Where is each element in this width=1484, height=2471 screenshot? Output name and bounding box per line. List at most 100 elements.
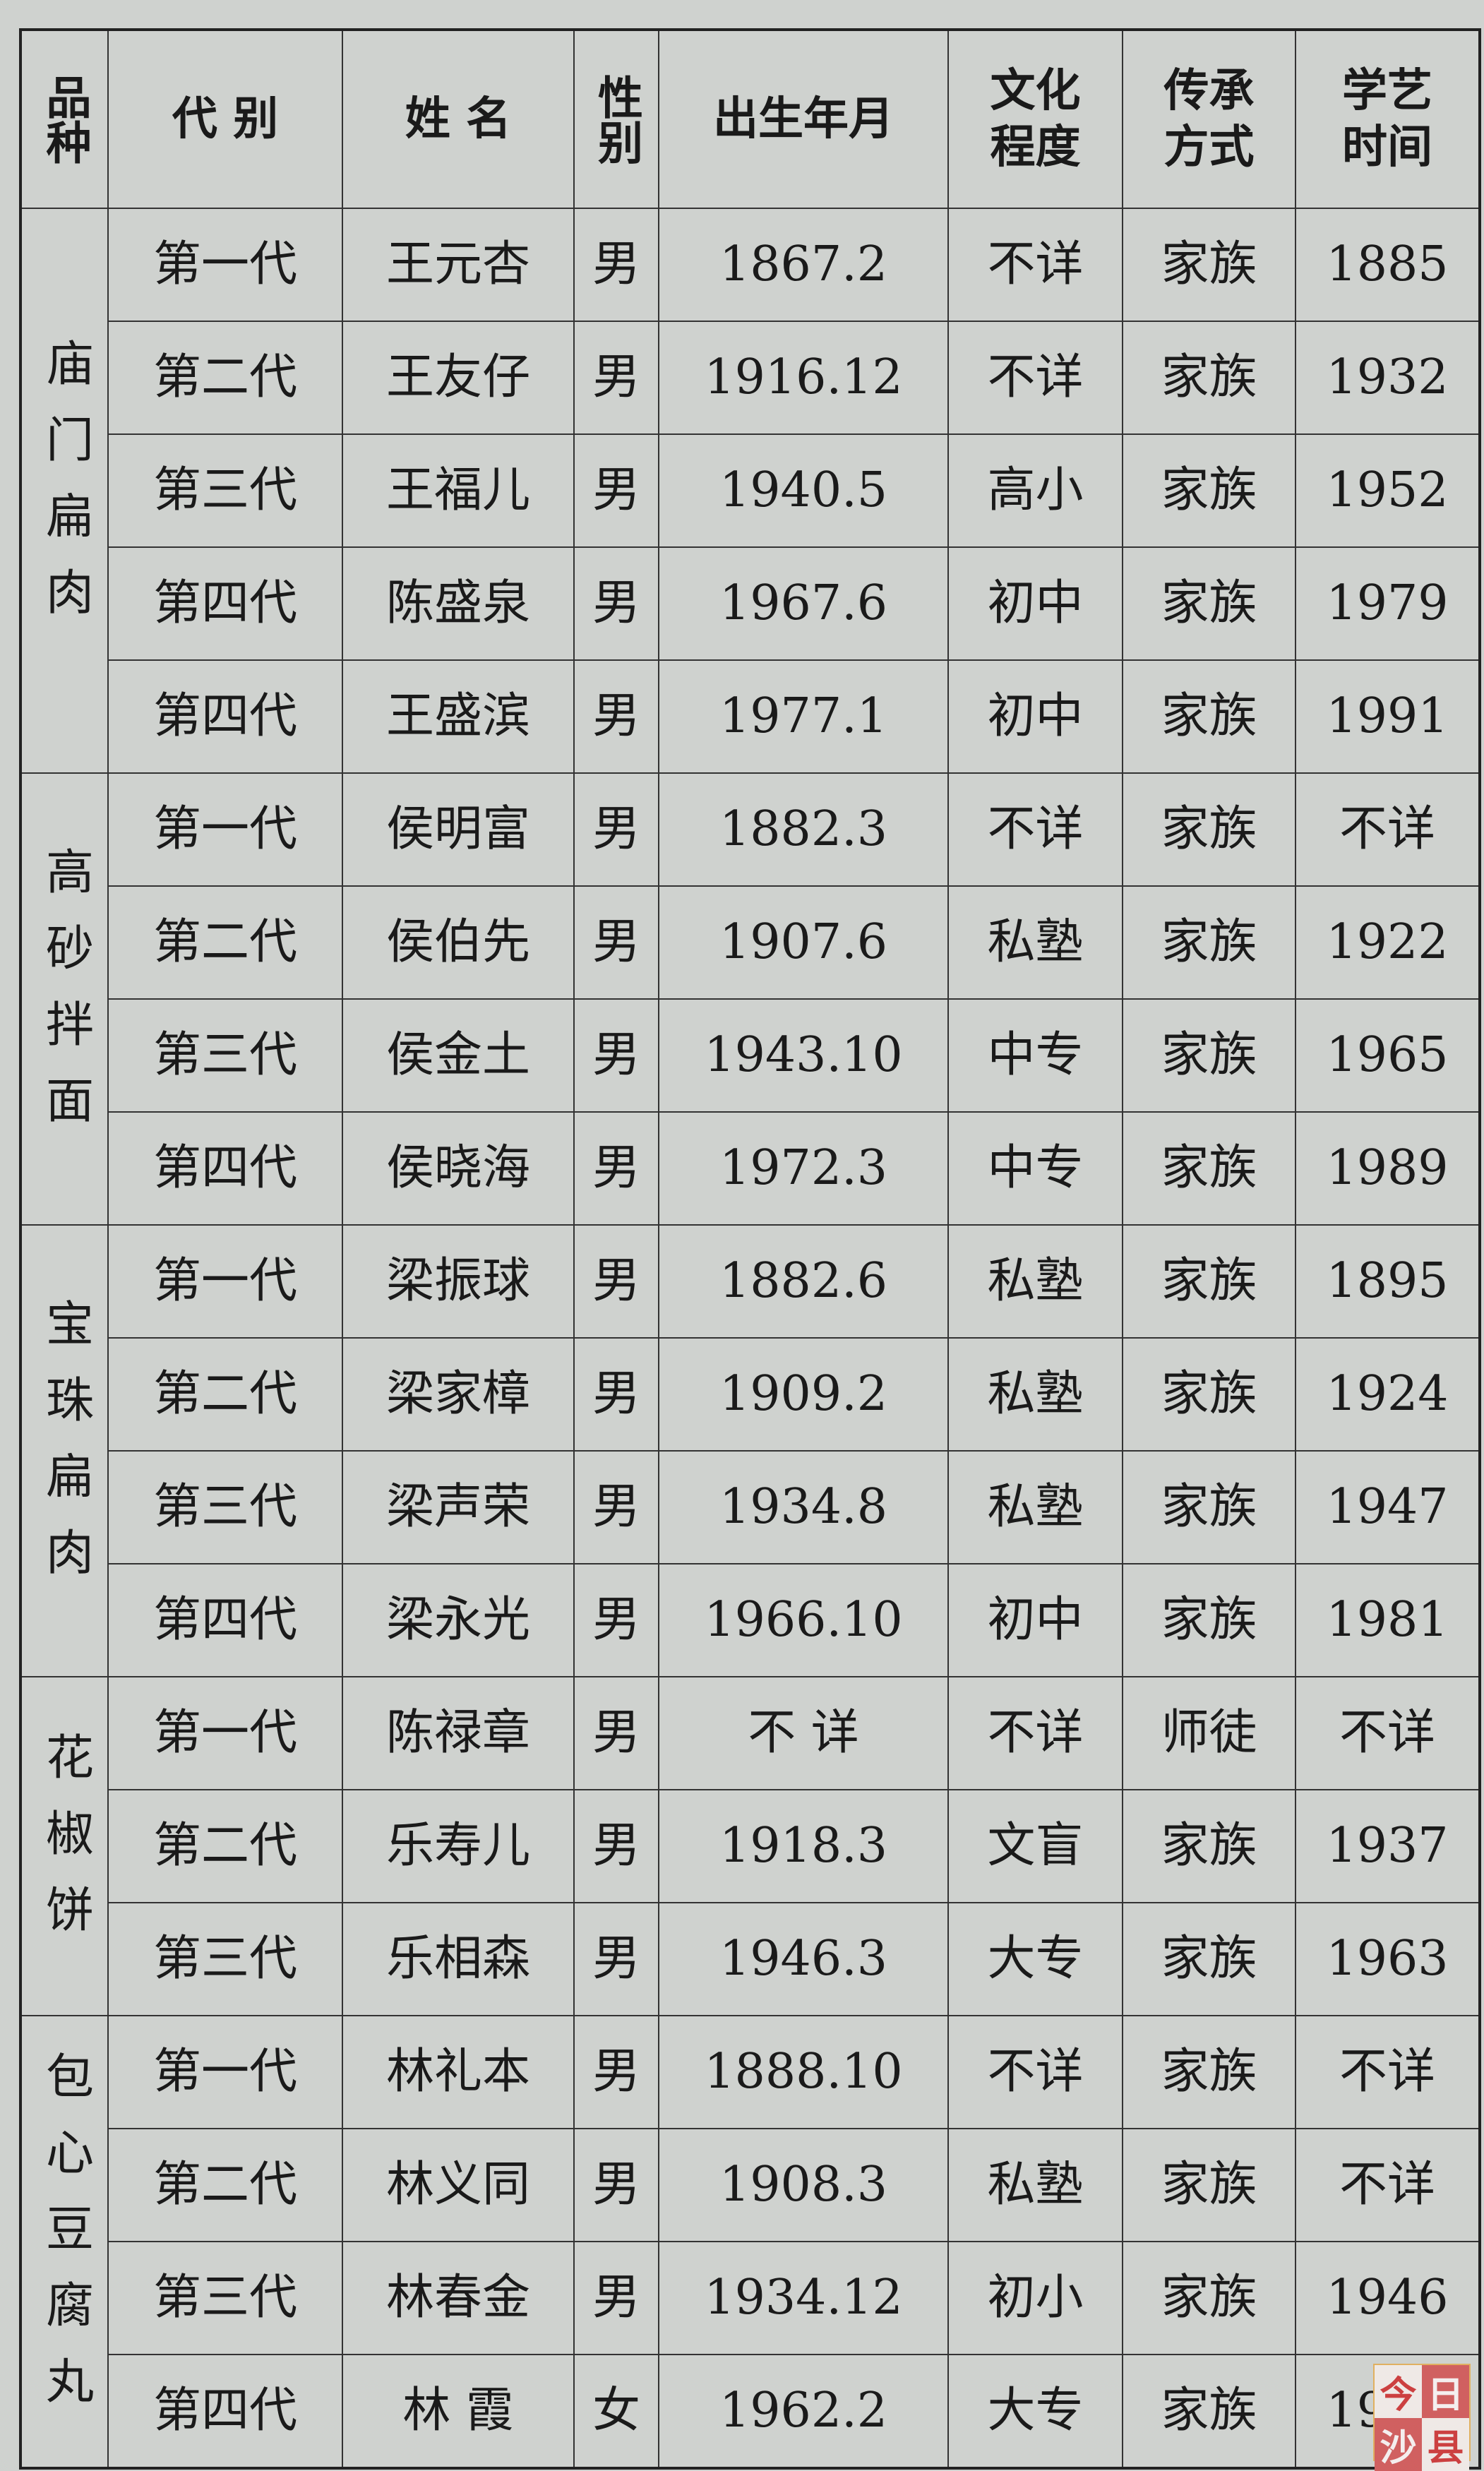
inheritance-cell: 家族 [1122,659,1296,774]
header-generation: 代 别 [107,29,343,209]
education-cell: 私塾 [947,1337,1123,1452]
generation-cell: 第四代 [107,659,343,774]
table-row: 高砂拌面 第一代 侯明富男 1882.3 不详 家族 不详 [20,772,1480,1226]
education-cell: 中专 [947,1111,1123,1226]
name-cell: 侯金土 [342,998,575,1113]
watermark-logo: 今 日 沙 县 [1373,2364,1471,2471]
watermark-char: 日 [1422,2365,1469,2418]
birth-cell: 1888.10 [658,2015,949,2129]
birth-cell: 1946.3 [658,1902,949,2016]
table-row: 庙门扁肉 第一代 王元杏男 1867.2 不详 家族 1885 [20,208,1480,774]
table-row: 第二代 侯伯先男 1907.6 私塾 家族 1922 [20,885,1480,1000]
learning-year-cell: 1885 [1295,208,1480,322]
education-cell: 初中 [947,546,1123,661]
watermark-char: 今 [1375,2365,1422,2418]
gender-cell: 男 [573,1902,659,2016]
name-cell: 林 霞 [342,2354,575,2469]
name-cell: 陈禄章 [342,1676,575,1790]
table-row: 第四代 侯晓海男 1972.3 中专 家族 1989 [20,1111,1480,1226]
birth-cell: 1962.2 [658,2354,949,2469]
inheritance-cell: 家族 [1122,2128,1296,2242]
inheritance-cell: 家族 [1122,1337,1296,1452]
inheritance-cell: 家族 [1122,885,1296,1000]
header-name: 姓 名 [342,29,575,209]
education-cell: 私塾 [947,1224,1123,1339]
generation-cell: 第四代 [107,1111,343,1226]
education-cell: 不详 [947,1676,1123,1790]
generation-cell: 第一代 [107,208,343,322]
birth-cell: 1918.3 [658,1789,949,1903]
header-gender: 性别 [573,29,659,209]
table-row: 第二代 乐寿儿男 1918.3 文盲 家族 1937 [20,1789,1480,1903]
name-cell: 王盛滨 [342,659,575,774]
birth-cell: 不 详 [658,1676,949,1790]
gender-cell: 男 [573,1111,659,1226]
learning-year-cell: 1932 [1295,321,1480,435]
generation-cell: 第四代 [107,1563,343,1677]
table-row: 花椒饼 第一代 陈禄章男不 详不详 师徒 不详 [20,1676,1480,2016]
education-cell: 不详 [947,321,1123,435]
generation-cell: 第三代 [107,1450,343,1564]
watermark-char: 沙 [1375,2418,1422,2471]
inheritance-cell: 家族 [1122,2354,1296,2469]
generation-cell: 第二代 [107,321,343,435]
generation-cell: 第四代 [107,546,343,661]
generation-cell: 第二代 [107,2128,343,2242]
inheritance-cell: 家族 [1122,2015,1296,2129]
name-cell: 陈盛泉 [342,546,575,661]
watermark-char: 县 [1422,2418,1469,2471]
gender-cell: 男 [573,208,659,322]
table-row: 宝珠扁肉 第一代 梁振球男 1882.6 私塾 家族 1895 [20,1224,1480,1677]
birth-cell: 1907.6 [658,885,949,1000]
inheritance-cell: 师徒 [1122,1676,1296,1790]
learning-year-cell: 不详 [1295,2015,1480,2129]
gender-cell: 男 [573,659,659,774]
learning-year-cell: 不详 [1295,2128,1480,2242]
education-cell: 不详 [947,2015,1123,2129]
education-cell: 不详 [947,772,1123,887]
learning-year-cell: 1895 [1295,1224,1480,1339]
generation-cell: 第二代 [107,1789,343,1903]
education-cell: 初中 [947,1563,1123,1677]
gender-cell: 男 [573,321,659,435]
inheritance-cell: 家族 [1122,1450,1296,1564]
gender-cell: 男 [573,1224,659,1339]
gender-cell: 男 [573,2015,659,2129]
birth-cell: 1934.8 [658,1450,949,1564]
name-cell: 梁振球 [342,1224,575,1339]
gender-cell: 男 [573,1450,659,1564]
gender-cell: 男 [573,885,659,1000]
education-cell: 私塾 [947,885,1123,1000]
generation-cell: 第一代 [107,2015,343,2129]
education-cell: 私塾 [947,1450,1123,1564]
variety-cell: 花椒饼 [20,1676,109,2016]
education-cell: 初中 [947,659,1123,774]
birth-cell: 1882.3 [658,772,949,887]
table-row: 第三代 梁声荣男 1934.8 私塾 家族 1947 [20,1450,1480,1564]
learning-year-cell: 1981 [1295,1563,1480,1677]
header-education: 文化程度 [947,29,1123,209]
generation-cell: 第三代 [107,1902,343,2016]
generation-cell: 第一代 [107,1676,343,1790]
learning-year-cell: 不详 [1295,1676,1480,1790]
table-row: 第二代 梁家樟男 1909.2 私塾 家族 1924 [20,1337,1480,1452]
gender-cell: 男 [573,2128,659,2242]
table-row: 第三代 乐相森男 1946.3 大专 家族 1963 [20,1902,1480,2016]
gender-cell: 男 [573,1337,659,1452]
gender-cell: 男 [573,433,659,548]
variety-cell: 高砂拌面 [20,772,109,1226]
gender-cell: 男 [573,1676,659,1790]
inheritance-cell: 家族 [1122,1789,1296,1903]
education-cell: 私塾 [947,2128,1123,2242]
name-cell: 侯伯先 [342,885,575,1000]
birth-cell: 1966.10 [658,1563,949,1677]
education-cell: 中专 [947,998,1123,1113]
generation-cell: 第一代 [107,1224,343,1339]
birth-cell: 1882.6 [658,1224,949,1339]
name-cell: 林义同 [342,2128,575,2242]
generation-cell: 第三代 [107,2241,343,2355]
birth-cell: 1908.3 [658,2128,949,2242]
inheritors-table: 品种代 别姓 名性别 出生年月 文化程度 传承方式 学艺时间 庙门扁肉 第一代 王元杏男 18… [19,28,1481,2470]
table-row: 第三代 林春金男 1934.12 初小 家族 1946 [20,2241,1480,2355]
